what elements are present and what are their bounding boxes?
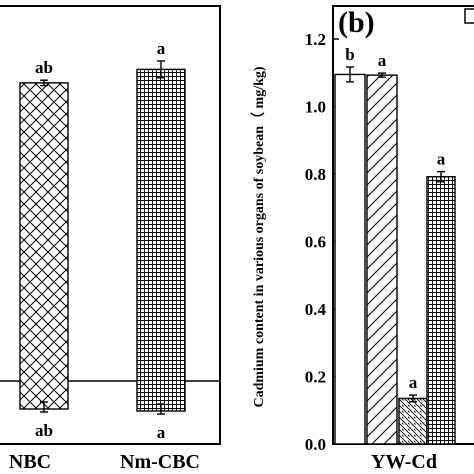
- x-category-label: Nm-CBC: [120, 451, 200, 473]
- y-tick-label: 1.0: [305, 98, 326, 117]
- x-category-label: NBC: [9, 451, 51, 473]
- panel-a: ab ab a a NBC Nm-CBC: [0, 5, 221, 473]
- panel-b: (b) Cadmium content in various organs of…: [251, 5, 474, 473]
- bar: [426, 175, 456, 445]
- significance-label: b: [345, 45, 354, 64]
- y-tick-label: 1.2: [305, 30, 326, 49]
- bar: [334, 73, 366, 445]
- y-tick-label: 0.2: [305, 368, 326, 387]
- significance-label: a: [157, 423, 166, 442]
- x-category-label: YW-Cd: [371, 451, 437, 473]
- significance-label: a: [157, 39, 166, 58]
- y-tick-label: 0.8: [305, 165, 326, 184]
- bar: [136, 68, 186, 412]
- bar: [398, 397, 428, 445]
- y-tick-label: 0.4: [305, 300, 327, 319]
- y-tick-label: 0.0: [305, 435, 326, 454]
- bar: [366, 74, 398, 445]
- panel-a-frame: [0, 5, 221, 445]
- y-axis-title: Cadmium content in various organs of soy…: [251, 66, 267, 407]
- significance-label: a: [409, 373, 418, 392]
- significance-label: ab: [35, 421, 53, 440]
- significance-label: a: [437, 150, 446, 169]
- panel-label: (b): [338, 6, 375, 39]
- significance-label: a: [378, 51, 387, 70]
- legend-swatch: [464, 8, 474, 24]
- y-tick-label: 0.6: [305, 233, 326, 252]
- bar: [19, 82, 69, 410]
- significance-label: ab: [35, 58, 53, 77]
